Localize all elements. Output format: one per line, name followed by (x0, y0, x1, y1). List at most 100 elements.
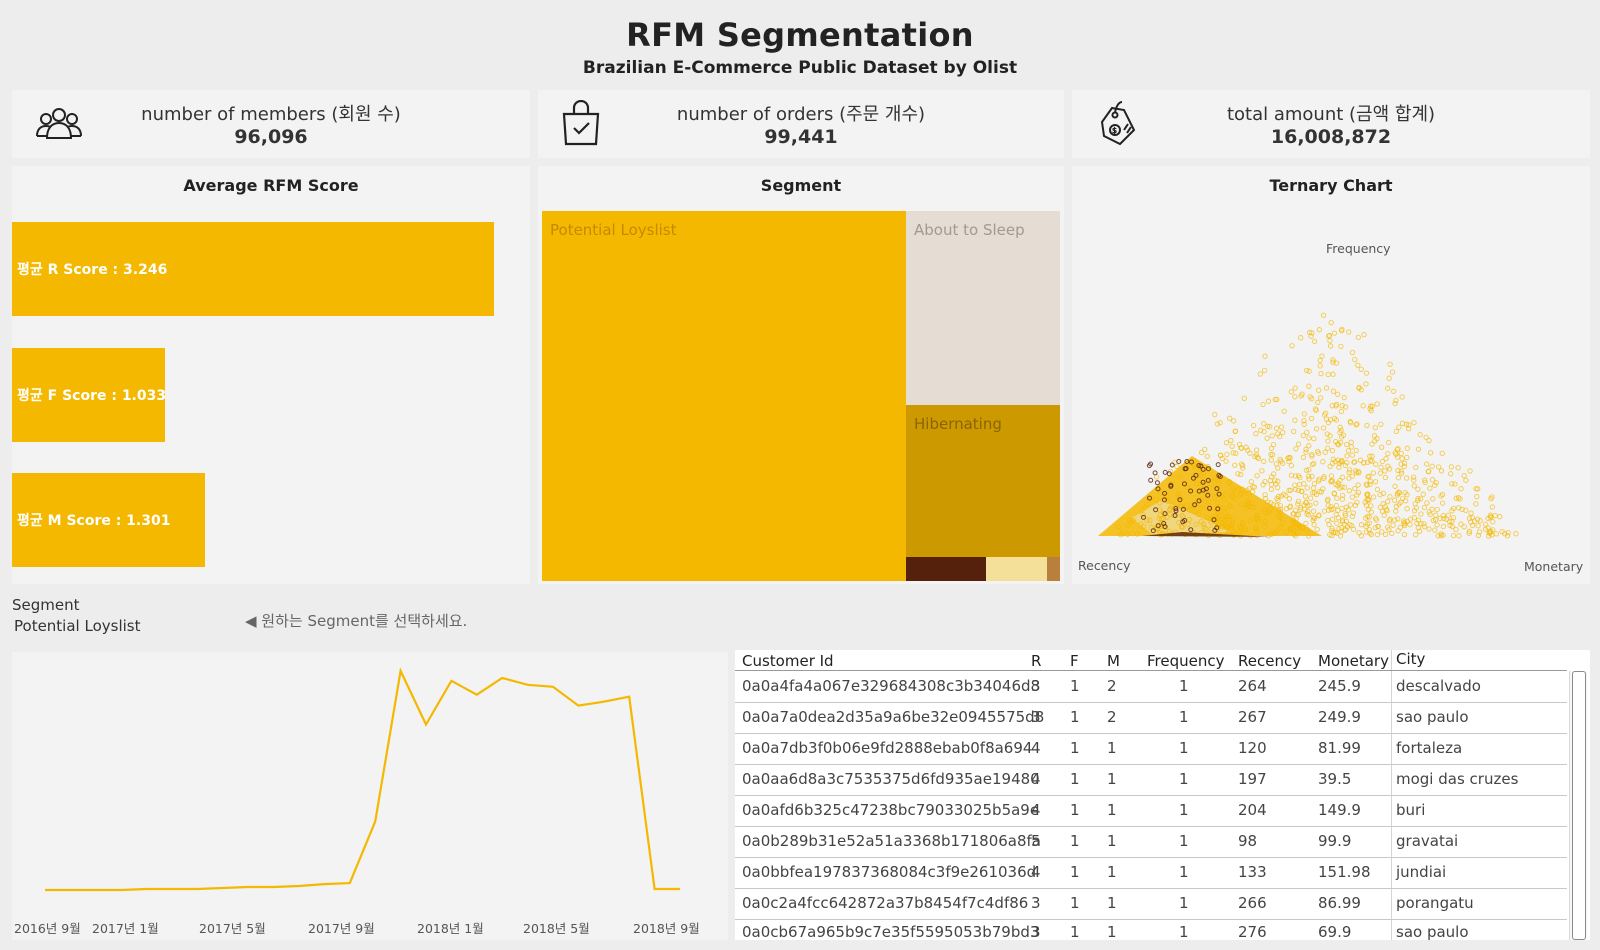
scatter-point-lost (1205, 477, 1211, 483)
data-point[interactable] (575, 703, 581, 709)
table-scrollbar-thumb[interactable] (1572, 671, 1586, 940)
series-line[interactable] (45, 667, 680, 892)
data-point[interactable] (474, 692, 480, 698)
data-point[interactable] (144, 886, 150, 892)
scatter-point (1330, 456, 1336, 462)
f-score-bar[interactable]: 평균 F Score : 1.033 (12, 348, 166, 442)
data-point[interactable] (626, 694, 632, 700)
segment-tile-lost[interactable] (906, 557, 986, 581)
data-point[interactable] (525, 682, 531, 688)
col-header-recency[interactable]: Recency (1238, 652, 1302, 670)
cell-f: 1 (1070, 677, 1080, 695)
scatter-point (1283, 529, 1289, 536)
scatter-point (1328, 473, 1335, 479)
cell-r: 5 (1031, 832, 1041, 850)
data-point[interactable] (601, 699, 607, 705)
data-point[interactable] (652, 886, 658, 892)
scatter-point (1277, 433, 1283, 440)
cell-city: porangatu (1396, 894, 1474, 912)
col-header-r[interactable]: R (1031, 652, 1042, 670)
r-score-bar[interactable]: 평균 R Score : 3.246 (12, 222, 494, 316)
scatter-point (1334, 495, 1340, 501)
data-point[interactable] (271, 884, 277, 890)
scatter-point (1476, 529, 1483, 535)
table-scrollbar[interactable] (1569, 671, 1587, 940)
data-point[interactable] (93, 887, 99, 893)
data-point[interactable] (423, 721, 429, 727)
col-header-monetary[interactable]: Monetary (1318, 652, 1389, 670)
scatter-point (1361, 331, 1367, 338)
scatter-point (1252, 525, 1258, 532)
scatter-point (1193, 521, 1199, 527)
data-point[interactable] (550, 684, 556, 690)
monthly-line-chart[interactable] (12, 652, 728, 910)
col-header-customer-id[interactable]: Customer Id (742, 652, 834, 670)
scatter-point (1396, 501, 1402, 507)
scatter-point (1358, 533, 1365, 539)
data-point[interactable] (372, 819, 378, 825)
scatter-point (1413, 505, 1419, 511)
cell-f: 1 (1070, 923, 1080, 941)
segment-tile-other[interactable] (1047, 557, 1060, 581)
scatter-point (1303, 446, 1309, 453)
ternary-plot[interactable] (1072, 256, 1590, 556)
scatter-point (1177, 473, 1184, 480)
scatter-point (1309, 461, 1316, 468)
col-header-city[interactable]: City (1396, 650, 1426, 668)
scatter-point (1305, 533, 1312, 539)
scatter-point (1258, 427, 1264, 433)
data-point[interactable] (347, 880, 353, 886)
scatter-point (1291, 428, 1297, 435)
data-point[interactable] (169, 886, 175, 892)
col-header-frequency[interactable]: Frequency (1147, 652, 1225, 670)
scatter-point (1306, 473, 1312, 479)
col-header-f[interactable]: F (1070, 652, 1079, 670)
data-point[interactable] (296, 883, 302, 889)
scatter-point (1277, 514, 1283, 520)
scatter-point (1339, 403, 1345, 409)
segment-tile-potential-loyalist[interactable]: Potential Loyslist (542, 211, 906, 581)
scatter-point (1329, 516, 1336, 522)
scatter-point (1401, 520, 1407, 526)
kpi-value-orders: 99,441 (764, 126, 838, 148)
scatter-point (1184, 502, 1190, 509)
scatter-point (1415, 495, 1421, 502)
scatter-point (1339, 326, 1345, 333)
scatter-point (1214, 499, 1221, 506)
scatter-point (1245, 502, 1251, 508)
scatter-point (1437, 515, 1443, 522)
segment-tile-new-customers[interactable] (986, 557, 1047, 581)
data-point[interactable] (42, 887, 48, 893)
scatter-point (1404, 445, 1410, 451)
scatter-point (1335, 391, 1341, 397)
scatter-point (1411, 483, 1417, 489)
segment-tile-hibernating[interactable]: Hibernating (906, 405, 1060, 557)
segment-filter-value[interactable]: Potential Loyslist (14, 617, 141, 635)
scatter-point (1327, 417, 1334, 423)
data-point[interactable] (677, 886, 683, 892)
scatter-point (1268, 445, 1275, 451)
scatter-point (1406, 422, 1412, 428)
scatter-point (1386, 526, 1392, 533)
segment-tile-about-to-sleep[interactable]: About to Sleep (906, 211, 1060, 405)
data-point[interactable] (220, 885, 226, 891)
data-point[interactable] (194, 886, 200, 892)
scatter-point (1306, 467, 1312, 473)
data-point[interactable] (245, 884, 251, 890)
scatter-point (1229, 520, 1236, 526)
data-point[interactable] (321, 881, 327, 887)
m-score-bar[interactable]: 평균 M Score : 1.301 (12, 473, 205, 567)
scatter-point (1453, 495, 1459, 501)
data-point[interactable] (118, 887, 124, 893)
scatter-point (1348, 439, 1354, 445)
cell-r: 3 (1031, 894, 1041, 912)
data-point[interactable] (448, 678, 454, 684)
scatter-point (1301, 502, 1307, 508)
scatter-point (1424, 500, 1430, 506)
col-header-m[interactable]: M (1107, 652, 1120, 670)
cell-r: 4 (1031, 739, 1041, 757)
scatter-point (1312, 490, 1318, 496)
data-point[interactable] (398, 668, 404, 674)
data-point[interactable] (499, 675, 505, 681)
data-point[interactable] (67, 887, 73, 893)
